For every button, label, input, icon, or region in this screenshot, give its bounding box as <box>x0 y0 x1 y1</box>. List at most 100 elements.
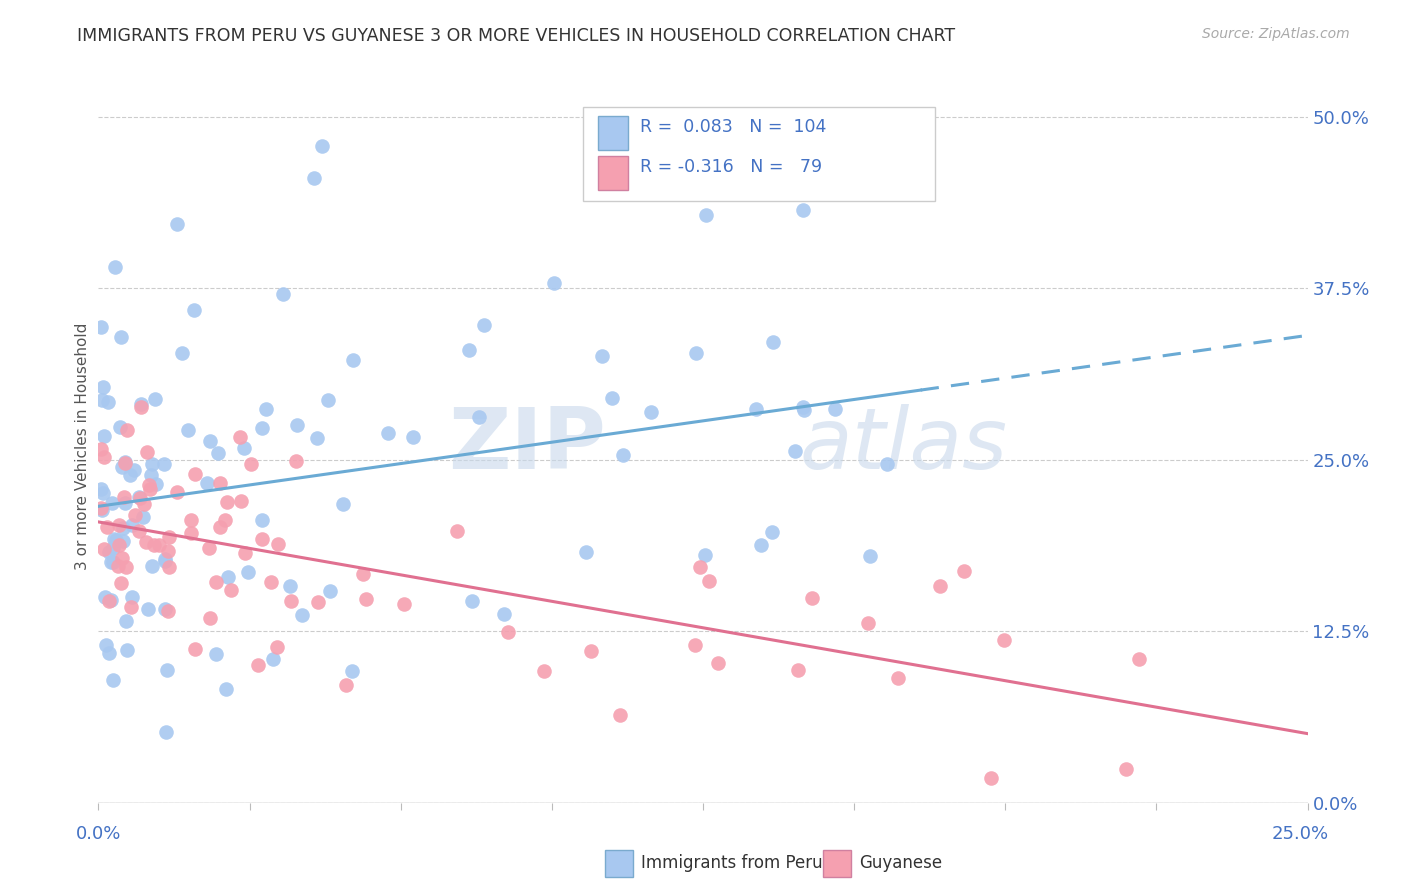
Point <box>114 496 136 510</box>
Point <box>93 541 115 556</box>
Point <box>114 455 136 469</box>
Point <box>101 673 124 688</box>
Point <box>101 541 124 555</box>
Point <box>824 402 846 417</box>
Text: Immigrants from Peru: Immigrants from Peru <box>641 855 823 872</box>
Point <box>93 429 115 443</box>
Point <box>114 456 136 470</box>
Point <box>219 582 242 597</box>
Point <box>236 565 259 579</box>
Point <box>707 656 730 670</box>
Point <box>886 671 908 685</box>
Point <box>612 448 634 462</box>
Point <box>980 772 1002 786</box>
Point <box>575 545 598 559</box>
Point <box>90 501 112 516</box>
Point <box>114 614 136 628</box>
Point <box>131 510 153 524</box>
Point <box>377 426 399 441</box>
Point <box>929 579 952 593</box>
Point <box>266 640 288 655</box>
Point <box>111 459 134 474</box>
Point <box>120 468 142 483</box>
Point <box>110 576 132 591</box>
Point <box>183 641 205 656</box>
Point <box>876 457 898 471</box>
Point <box>205 647 228 661</box>
Point <box>689 560 711 574</box>
Point <box>250 513 273 527</box>
Point <box>100 592 122 607</box>
Text: R = -0.316   N =   79: R = -0.316 N = 79 <box>640 158 823 176</box>
Point <box>90 442 112 456</box>
Point <box>209 520 232 534</box>
Text: Guyanese: Guyanese <box>859 855 942 872</box>
Point <box>98 545 121 559</box>
Y-axis label: 3 or more Vehicles in Household: 3 or more Vehicles in Household <box>75 322 90 570</box>
Point <box>786 663 808 677</box>
Point <box>129 491 152 505</box>
Point <box>155 725 177 739</box>
Point <box>543 276 565 290</box>
Point <box>217 569 239 583</box>
Point <box>107 559 129 574</box>
Point <box>157 530 180 544</box>
Point <box>533 664 555 678</box>
Point <box>291 607 314 622</box>
Point <box>609 708 631 723</box>
Point <box>103 533 125 547</box>
Point <box>460 594 482 608</box>
Point <box>340 664 363 678</box>
Point <box>233 546 256 560</box>
Point <box>153 602 176 616</box>
Point <box>278 579 301 593</box>
Point <box>446 524 468 538</box>
Point <box>208 475 231 490</box>
Point <box>166 217 188 231</box>
Point <box>392 598 415 612</box>
Point <box>94 590 117 604</box>
Text: Source: ZipAtlas.com: Source: ZipAtlas.com <box>1202 27 1350 41</box>
Point <box>141 457 163 471</box>
Point <box>96 519 118 533</box>
Point <box>273 286 295 301</box>
Text: IMMIGRANTS FROM PERU VS GUYANESE 3 OR MORE VEHICLES IN HOUSEHOLD CORRELATION CHA: IMMIGRANTS FROM PERU VS GUYANESE 3 OR MO… <box>77 27 956 45</box>
Point <box>142 538 165 552</box>
Point <box>90 503 112 517</box>
Point <box>352 566 374 581</box>
Point <box>285 418 308 433</box>
Point <box>215 494 238 508</box>
Point <box>260 575 283 590</box>
Point <box>180 513 202 527</box>
Point <box>136 445 159 459</box>
Point <box>591 349 613 363</box>
Point <box>284 454 307 468</box>
Point <box>695 548 717 562</box>
Point <box>110 330 132 344</box>
Point <box>993 633 1015 648</box>
Point <box>156 544 179 558</box>
Point <box>785 444 807 458</box>
Text: 0.0%: 0.0% <box>76 825 121 843</box>
Point <box>148 538 170 552</box>
Text: 25.0%: 25.0% <box>1272 825 1329 843</box>
Point <box>121 518 143 533</box>
Point <box>749 538 772 552</box>
Point <box>129 397 152 411</box>
Point <box>145 476 167 491</box>
Point <box>121 590 143 604</box>
Point <box>316 393 339 408</box>
Point <box>198 541 221 556</box>
Point <box>156 663 179 677</box>
Point <box>112 534 135 549</box>
Point <box>458 343 481 358</box>
Point <box>793 403 815 417</box>
Point <box>115 423 138 437</box>
Point <box>262 652 284 666</box>
Point <box>247 658 270 673</box>
Point <box>302 171 325 186</box>
Point <box>152 457 174 471</box>
Point <box>1115 762 1137 776</box>
Point <box>761 524 783 539</box>
Point <box>94 638 117 652</box>
